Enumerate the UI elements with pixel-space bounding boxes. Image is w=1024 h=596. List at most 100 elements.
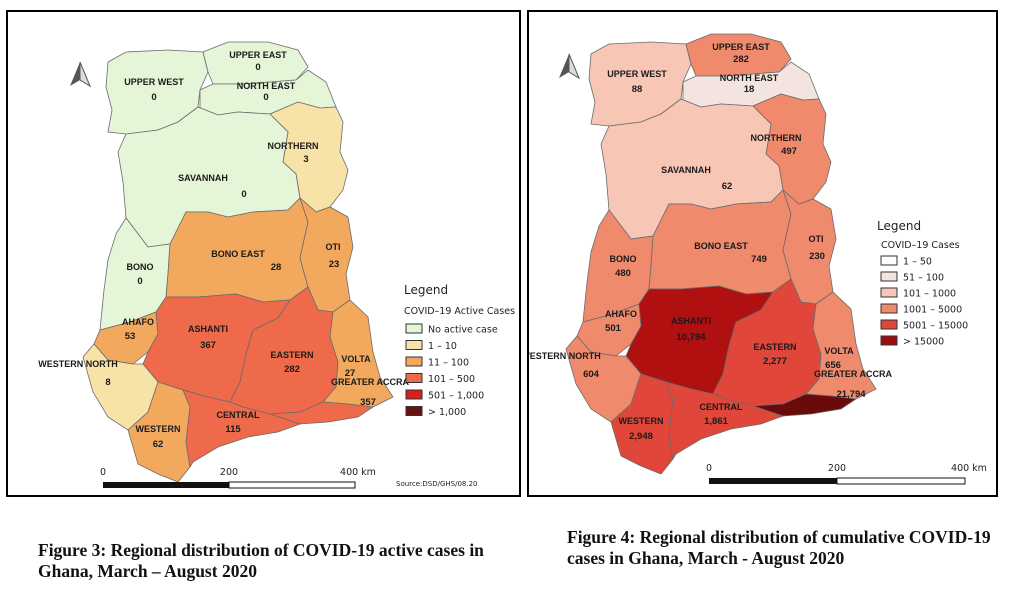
map2-scale-end: 400 km (951, 463, 987, 474)
region-name-oti: OTI (809, 234, 824, 244)
region-value-western-north: 604 (583, 369, 600, 380)
map1-regions (82, 41, 394, 483)
region-value-savannah: 0 (241, 189, 246, 200)
figure3-caption: Figure 3: Regional distribution of COVID… (38, 540, 484, 581)
region-value-eastern: 2,277 (763, 356, 787, 367)
region-value-upper-west: 0 (151, 92, 156, 103)
legend-swatch (880, 319, 898, 330)
region-name-ashanti: ASHANTI (671, 316, 711, 326)
region-name-upper-east: UPPER EAST (229, 50, 287, 60)
region-value-ashanti: 367 (200, 340, 216, 351)
map1-scale-bar: 0 200 400 km (100, 467, 376, 489)
map1-legend-items: No active case 1 – 10 11 – 100 101 – 500 501… (405, 323, 498, 418)
region-name-western: WESTERN (619, 416, 664, 426)
map1-legend-subtitle: COVID–19 Active Cases (404, 306, 515, 317)
region-central (182, 389, 302, 469)
region-value-greater-accra: 357 (360, 397, 376, 408)
region-name-ahafo: AHAFO (122, 317, 154, 327)
region-name-bono: BONO (610, 254, 637, 264)
map2-legend-title: Legend (877, 219, 921, 233)
region-name-savannah: SAVANNAH (661, 165, 711, 175)
region-name-eastern: EASTERN (753, 342, 796, 352)
legend-swatch (405, 356, 423, 367)
region-value-eastern: 282 (284, 364, 300, 375)
map-panel-active-cases: UPPER WEST 0 UPPER EAST 0 NORTH EAST 0 NORTHER… (6, 10, 521, 497)
region-value-bono-east: 749 (751, 254, 767, 265)
region-name-upper-west: UPPER WEST (607, 69, 667, 79)
region-value-western: 2,948 (629, 431, 653, 442)
map2-scale-zero: 0 (706, 463, 712, 474)
map1-scale-mid: 200 (220, 467, 238, 478)
legend-swatch (880, 335, 898, 346)
region-name-greater-accra: GREATER ACCRA (814, 369, 892, 379)
region-value-greater-accra: 21,794 (836, 389, 866, 400)
legend-label: 501 – 1,000 (428, 391, 484, 402)
region-name-greater-accra: GREATER ACCRA (331, 377, 409, 387)
map1-source: Source:DSD/GHS/08.20 (396, 480, 478, 488)
region-name-oti: OTI (326, 242, 341, 252)
region-value-western: 62 (153, 439, 164, 450)
legend-label: 51 – 100 (903, 273, 944, 284)
region-name-eastern: EASTERN (270, 350, 313, 360)
region-value-bono: 0 (137, 276, 142, 287)
legend-swatch (880, 303, 898, 314)
region-value-upper-west: 88 (632, 84, 643, 95)
legend-label: 1001 – 5000 (903, 305, 962, 316)
map1-scale-end: 400 km (340, 467, 376, 478)
region-value-oti: 230 (809, 251, 825, 262)
region-name-northern: NORTHERN (751, 133, 802, 143)
region-value-western-north: 8 (105, 377, 110, 388)
map2-scale-mid: 200 (828, 463, 846, 474)
legend-label: 1 – 10 (428, 341, 457, 352)
region-name-upper-east: UPPER EAST (712, 42, 770, 52)
region-name-ahafo: AHAFO (605, 309, 637, 319)
region-value-volta: 27 (345, 368, 356, 379)
region-name-north-east: NORTH EAST (237, 81, 296, 91)
region-value-bono: 480 (615, 268, 631, 279)
region-name-north-east: NORTH EAST (720, 73, 779, 83)
region-value-upper-east: 282 (733, 54, 749, 65)
region-name-northern: NORTHERN (268, 141, 319, 151)
legend-label: 1 – 50 (903, 257, 932, 268)
region-value-ahafo: 53 (125, 331, 136, 342)
north-arrow-icon (559, 53, 581, 80)
region-value-bono-east: 28 (271, 262, 282, 273)
legend-swatch (880, 255, 898, 266)
region-value-northern: 3 (303, 154, 308, 165)
region-name-ashanti: ASHANTI (188, 324, 228, 334)
legend-swatch (405, 373, 423, 383)
legend-label: 5001 – 15000 (903, 321, 968, 332)
region-name-western-north: WESTERN NORTH (529, 351, 601, 361)
legend-label: 11 – 100 (428, 358, 469, 369)
legend-swatch (880, 287, 898, 298)
map2-legend-subtitle: COVID–19 Cases (881, 240, 960, 251)
region-name-upper-west: UPPER WEST (124, 77, 184, 87)
region-name-bono-east: BONO EAST (694, 241, 748, 251)
legend-label: > 1,000 (428, 407, 466, 418)
region-name-central: CENTRAL (217, 410, 260, 420)
region-value-north-east: 0 (263, 92, 268, 103)
map2-legend-items: 1 – 50 51 – 100 101 – 1000 1001 – 5000 5001 … (880, 255, 968, 348)
legend-swatch (405, 406, 423, 416)
region-name-western-north: WESTERN NORTH (38, 359, 118, 369)
region-value-ahafo: 501 (605, 323, 622, 334)
legend-swatch (405, 323, 423, 334)
region-name-volta: VOLTA (824, 346, 854, 356)
map2-regions (565, 33, 877, 475)
region-name-savannah: SAVANNAH (178, 173, 228, 183)
region-central (665, 381, 785, 461)
region-greater-accra (269, 401, 375, 425)
region-value-ashanti: 10,794 (676, 332, 706, 343)
region-name-central: CENTRAL (700, 402, 743, 412)
legend-label: 101 – 1000 (903, 289, 956, 300)
map-panel-cumulative-cases: UPPER WEST 88 UPPER EAST 282 NORTH EAST 18 NOR… (527, 10, 998, 497)
region-value-savannah: 62 (722, 181, 733, 192)
figure4-caption: Figure 4: Regional distribution of cumul… (567, 527, 991, 568)
legend-swatch (880, 271, 898, 282)
map1-legend-title: Legend (404, 283, 448, 297)
region-value-central: 115 (225, 424, 241, 435)
